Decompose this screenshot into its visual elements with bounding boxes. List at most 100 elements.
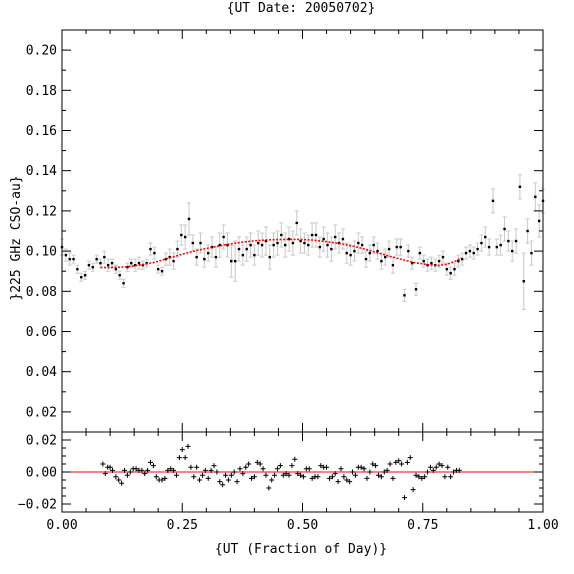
data-point [364, 257, 368, 261]
residual-point [341, 474, 347, 480]
data-point [76, 267, 79, 271]
residual-point [249, 475, 255, 481]
residual-point [361, 466, 367, 472]
data-point [407, 249, 410, 253]
data-point [437, 259, 441, 263]
data-point [330, 247, 333, 251]
data-point [303, 241, 306, 245]
residual-point [318, 463, 324, 469]
residual-axes: 0.02 0.00 −0.02 0.00 0.25 0.50 0.75 1.00 [18, 431, 559, 533]
data-point [176, 247, 179, 251]
data-point [126, 265, 129, 269]
data-point [191, 241, 195, 245]
data-point [537, 219, 541, 223]
data-point [422, 259, 425, 263]
data-point [299, 239, 302, 243]
residual-point [373, 463, 379, 469]
y-tick-label: −0.02 [18, 498, 57, 513]
residual-point [243, 464, 249, 470]
residual-point [352, 472, 358, 478]
y-axis-label: }225 GHz CSO-au} [9, 175, 24, 300]
data-point [160, 270, 164, 273]
residual-point [277, 463, 283, 469]
residual-point [283, 471, 289, 477]
data-point [287, 237, 291, 241]
y-tick-label: 0.00 [26, 466, 57, 481]
data-point [153, 251, 156, 255]
data-point [283, 243, 287, 247]
data-point [445, 267, 448, 271]
residual-point [298, 472, 304, 478]
data-point [207, 251, 210, 255]
residual-point [191, 474, 197, 480]
data-point [522, 280, 525, 283]
data-point [460, 257, 464, 261]
residual-point [309, 475, 315, 481]
fit-curve-layer [100, 238, 462, 269]
data-point [318, 245, 322, 249]
data-point [530, 251, 533, 255]
data-point [87, 263, 91, 267]
residual-point [240, 471, 246, 477]
data-point [249, 243, 252, 247]
residual-point [110, 467, 116, 473]
data-point [464, 251, 468, 255]
data-point [449, 272, 452, 275]
residual-point [442, 474, 448, 480]
data-point [114, 267, 118, 271]
data-point [314, 233, 318, 237]
data-point [218, 243, 221, 247]
residual-point [139, 467, 145, 473]
data-point [395, 245, 398, 249]
residual-point [171, 467, 177, 473]
data-point [526, 229, 529, 233]
residual-point [231, 469, 237, 475]
data-point [180, 233, 183, 237]
residual-point [399, 461, 405, 467]
data-point [103, 255, 106, 259]
data-point [130, 261, 133, 265]
residual-point [413, 472, 419, 478]
residual-point [347, 479, 353, 485]
data-point [468, 249, 472, 253]
data-point [353, 249, 356, 253]
residual-point [274, 466, 280, 472]
data-point [360, 243, 364, 247]
residual-point [182, 455, 188, 461]
residual-point [407, 455, 413, 461]
residual-point [168, 466, 174, 472]
x-tick-label: 0.50 [287, 518, 318, 533]
residual-point [225, 477, 231, 483]
data-point [157, 267, 160, 271]
residual-point [124, 472, 130, 478]
x-tick-label: 1.00 [527, 518, 558, 533]
data-point [122, 282, 125, 285]
data-point [72, 257, 75, 261]
data-point [110, 261, 114, 265]
residual-point [228, 472, 234, 478]
residual-point [387, 461, 393, 467]
residual-point [148, 459, 154, 465]
residual-point [145, 467, 151, 473]
residual-point [208, 467, 214, 473]
residual-point [300, 474, 306, 480]
residual-point [324, 464, 330, 470]
residual-point [116, 477, 122, 483]
data-point [507, 239, 510, 243]
residual-point [396, 458, 402, 464]
residual-point [176, 455, 182, 461]
data-point [183, 235, 187, 239]
residual-point [263, 472, 269, 478]
residual-point [280, 472, 286, 478]
residual-point [173, 472, 179, 478]
data-point [357, 241, 360, 245]
residual-point [344, 477, 350, 483]
y-tick-label: 0.18 [26, 84, 57, 99]
data-point [222, 235, 225, 239]
data-point [272, 243, 275, 247]
residual-point-layer [100, 443, 462, 501]
data-point [91, 265, 94, 269]
data-point [83, 274, 87, 277]
data-point [387, 247, 391, 251]
